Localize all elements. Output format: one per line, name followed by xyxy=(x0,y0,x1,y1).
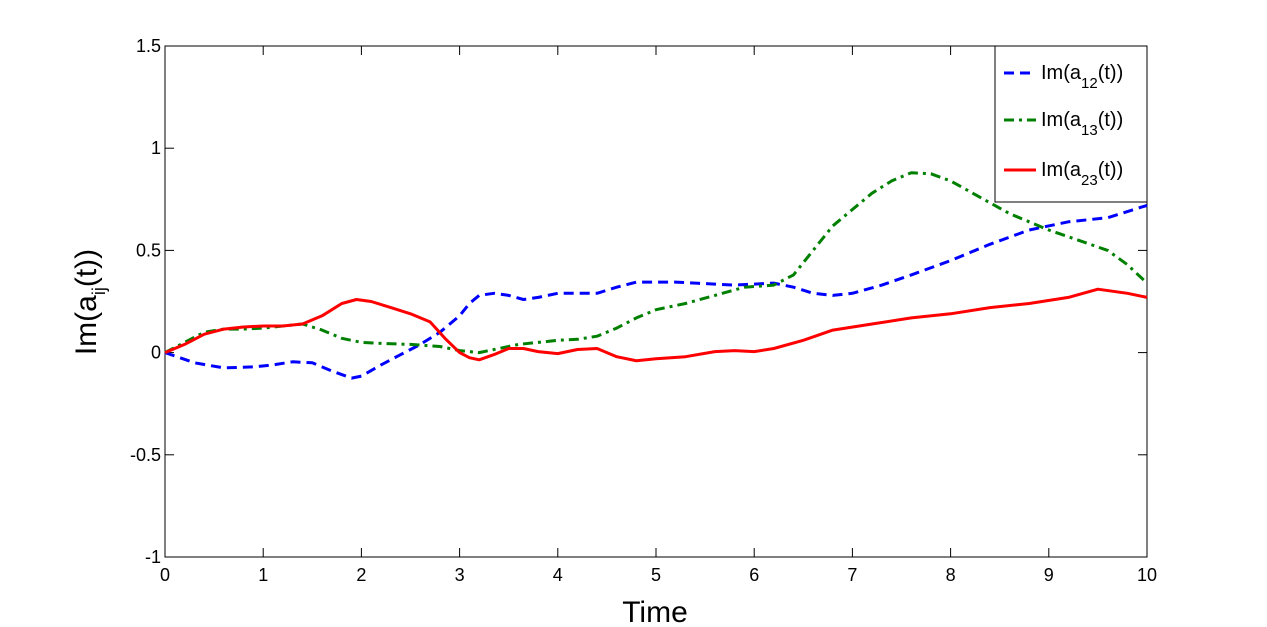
y-tick-label: -1 xyxy=(145,547,161,567)
series-line-1 xyxy=(164,203,1148,380)
x-tick-label: 5 xyxy=(651,565,661,585)
legend: Im(a12(t)) Im(a13(t)) Im(a23(t)) xyxy=(994,45,1148,203)
x-tick-label: 2 xyxy=(356,565,366,585)
y-tick-label: 0.5 xyxy=(136,240,161,260)
x-tick-label: 1 xyxy=(258,565,268,585)
legend-label-1: Im(a12(t)) xyxy=(1041,62,1123,92)
series-lines xyxy=(164,171,1149,380)
x-tick-label: 6 xyxy=(749,565,759,585)
y-tick-label: -0.5 xyxy=(130,445,161,465)
series-line-2 xyxy=(164,171,1149,355)
y-tick-labels: -1 -0.5 0 0.5 1 1.5 xyxy=(130,36,161,567)
legend-label-2: Im(a13(t)) xyxy=(1041,109,1123,139)
legend-label-3: Im(a23(t)) xyxy=(1041,159,1123,189)
y-tick-label: 1.5 xyxy=(136,36,161,56)
y-tick-label: 1 xyxy=(151,138,161,158)
y-tick-label: 0 xyxy=(151,343,161,363)
x-tick-label: 10 xyxy=(1137,565,1157,585)
x-axis-title: Time xyxy=(622,596,688,627)
x-tick-label: 7 xyxy=(847,565,857,585)
x-tick-label: 3 xyxy=(455,565,465,585)
x-tick-label: 0 xyxy=(160,565,170,585)
x-tick-label: 4 xyxy=(553,565,563,585)
y-axis-title: Im(aij(t)) xyxy=(70,249,109,355)
x-tick-labels: 0 1 2 3 4 5 6 7 8 9 10 xyxy=(160,565,1157,585)
plot-area xyxy=(164,45,1148,558)
x-tick-label: 9 xyxy=(1044,565,1054,585)
series-line-3 xyxy=(164,287,1148,363)
x-tick-label: 8 xyxy=(946,565,956,585)
